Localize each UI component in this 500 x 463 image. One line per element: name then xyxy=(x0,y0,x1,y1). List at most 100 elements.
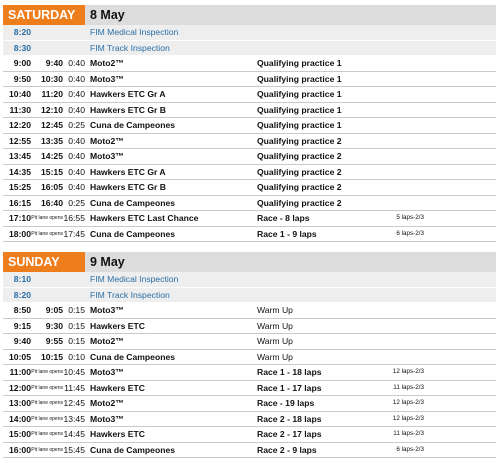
session-type: Warm Up xyxy=(257,351,293,362)
session-row: 14:00 Pit lane opens 13:45 Moto3™ Race 2 - 1… xyxy=(3,412,496,427)
session-end: 12:10 xyxy=(41,104,63,115)
session-row: 12:55 13:35 0:40 Moto2™ Qualifying practice … xyxy=(3,134,496,149)
session-duration: 0:25 xyxy=(68,197,85,208)
session-duration: 0:15 xyxy=(68,320,85,331)
day-label: SATURDAY xyxy=(3,5,85,25)
session-duration: 0:40 xyxy=(68,135,85,146)
session-row: 10:40 11:20 0:40 Hawkers ETC Gr A Qualifying… xyxy=(3,87,496,103)
session-end: 12:45 xyxy=(41,120,63,130)
session-event: Cuna de Campeones xyxy=(90,120,176,130)
session-start: 9:50 xyxy=(13,73,31,84)
inspection-time: 8:20 xyxy=(13,27,31,37)
session-type: Race 2 - 18 laps xyxy=(257,413,322,424)
day-header: SATURDAY 8 May xyxy=(3,5,496,25)
day-section-sunday: SUNDAY 9 May 8:10 FIM Medical Inspection 8… xyxy=(3,252,496,458)
session-row: 14:35 15:15 0:40 Hawkers ETC Gr A Qualifying… xyxy=(3,165,496,180)
laps-note: 12 laps-2/3 xyxy=(392,399,424,406)
session-event: Hawkers ETC xyxy=(90,429,145,439)
session-type: Race 1 - 17 laps xyxy=(257,382,322,393)
session-duration: 17:45 xyxy=(63,228,85,239)
session-start: 15:25 xyxy=(9,182,31,192)
session-type: Race 1 - 18 laps xyxy=(257,367,322,377)
inspection-label: FIM Medical Inspection xyxy=(90,27,179,37)
session-row: 13:45 14:25 0:40 Moto3™ Qualifying practice … xyxy=(3,149,496,165)
session-duration: 0:40 xyxy=(68,89,85,99)
session-start: 10:05 xyxy=(9,351,31,362)
session-type: Qualifying practice 1 xyxy=(257,120,342,130)
session-duration: 0:40 xyxy=(68,151,85,161)
laps-note: 12 laps-2/3 xyxy=(392,414,424,422)
session-row: 11:30 12:10 0:40 Hawkers ETC Gr B Qualifying… xyxy=(3,103,496,118)
session-type: Qualifying practice 1 xyxy=(257,104,342,115)
session-duration: 16:55 xyxy=(63,213,85,223)
session-type: Race 2 - 17 laps xyxy=(257,429,322,439)
inspection-row: 8:30 FIM Track Inspection xyxy=(3,40,496,56)
session-duration: 0:40 xyxy=(68,166,85,177)
pit-lane-note: Pit lane opens xyxy=(31,400,63,406)
day-section-saturday: SATURDAY 8 May 8:20 FIM Medical Inspectio… xyxy=(3,5,496,242)
session-start: 9:00 xyxy=(13,58,31,68)
session-start: 15:00 xyxy=(9,429,31,439)
session-event: Hawkers ETC Gr A xyxy=(90,166,166,177)
session-event: Moto2™ xyxy=(90,336,124,346)
session-end: 9:30 xyxy=(45,320,63,331)
session-start: 13:00 xyxy=(9,398,31,408)
session-start: 12:20 xyxy=(9,120,31,130)
inspection-time: 8:20 xyxy=(13,289,31,300)
session-duration: 0:15 xyxy=(68,336,85,346)
session-event: Cuna de Campeones xyxy=(90,197,176,208)
inspection-row: 8:20 FIM Medical Inspection xyxy=(3,25,496,41)
session-duration: 14:45 xyxy=(63,429,85,439)
session-row: 8:50 9:05 0:15 Moto3™ Warm Up xyxy=(3,303,496,319)
session-row: 13:00 Pit lane opens 12:45 Moto2™ Race - 19 … xyxy=(3,396,496,412)
session-type: Qualifying practice 2 xyxy=(257,182,342,192)
session-row: 15:25 16:05 0:40 Hawkers ETC Gr B Qualifying… xyxy=(3,180,496,196)
session-event: Moto3™ xyxy=(90,305,124,315)
session-type: Qualifying practice 1 xyxy=(257,89,342,99)
session-event: Hawkers ETC Gr B xyxy=(90,104,166,115)
pit-lane-note: Pit lane opens xyxy=(31,215,63,221)
day-label: SUNDAY xyxy=(3,252,85,272)
session-duration: 0:40 xyxy=(68,58,85,68)
session-type: Qualifying practice 2 xyxy=(257,135,342,146)
session-row: 9:00 9:40 0:40 Moto2™ Qualifying practice 1 xyxy=(3,56,496,72)
session-end: 11:20 xyxy=(41,89,63,99)
day-header: SUNDAY 9 May xyxy=(3,252,496,272)
session-duration: 13:45 xyxy=(63,413,85,424)
session-start: 11:30 xyxy=(9,104,31,115)
inspection-time: 8:10 xyxy=(13,274,31,284)
session-type: Qualifying practice 1 xyxy=(257,73,342,84)
session-event: Moto3™ xyxy=(90,151,124,161)
session-event: Hawkers ETC Gr A xyxy=(90,89,166,99)
session-start: 10:40 xyxy=(9,89,31,99)
schedule-list: 8:20 FIM Medical Inspection 8:30 FIM Track … xyxy=(3,25,496,242)
session-event: Moto2™ xyxy=(90,58,124,68)
session-end: 14:25 xyxy=(41,151,63,161)
session-duration: 0:15 xyxy=(68,305,85,315)
session-start: 17:10 xyxy=(9,213,31,223)
session-event: Moto3™ xyxy=(90,367,124,377)
session-duration: 0:40 xyxy=(68,182,85,192)
pit-lane-note: Pit lane opens xyxy=(31,446,63,453)
session-start: 18:00 xyxy=(9,228,31,239)
session-type: Race 1 - 9 laps xyxy=(257,228,317,239)
inspection-row: 8:20 FIM Track Inspection xyxy=(3,287,496,303)
laps-note: 11 laps-2/3 xyxy=(393,430,424,437)
session-row: 15:00 Pit lane opens 14:45 Hawkers ETC Race … xyxy=(3,427,496,443)
session-row: 9:50 10:30 0:40 Moto3™ Qualifying practice 1 xyxy=(3,72,496,87)
laps-note: 5 laps-2/3 xyxy=(396,214,424,221)
inspection-label: FIM Medical Inspection xyxy=(90,274,179,284)
session-row: 9:15 9:30 0:15 Hawkers ETC Warm Up xyxy=(3,319,496,334)
session-row: 18:00 Pit lane opens 17:45 Cuna de Campeone… xyxy=(3,227,496,242)
session-type: Qualifying practice 2 xyxy=(257,197,342,208)
session-duration: 10:45 xyxy=(63,367,85,377)
inspection-row: 8:10 FIM Medical Inspection xyxy=(3,272,496,288)
session-row: 12:20 12:45 0:25 Cuna de Campeones Qualifyin… xyxy=(3,118,496,134)
session-row: 9:40 9:55 0:15 Moto2™ Warm Up xyxy=(3,334,496,350)
session-duration: 15:45 xyxy=(63,444,85,455)
pit-lane-note: Pit lane opens xyxy=(31,384,63,391)
session-start: 8:50 xyxy=(13,305,31,315)
session-start: 12:55 xyxy=(9,135,31,146)
session-end: 15:15 xyxy=(41,166,63,177)
schedule-list: 8:10 FIM Medical Inspection 8:20 FIM Track … xyxy=(3,272,496,458)
